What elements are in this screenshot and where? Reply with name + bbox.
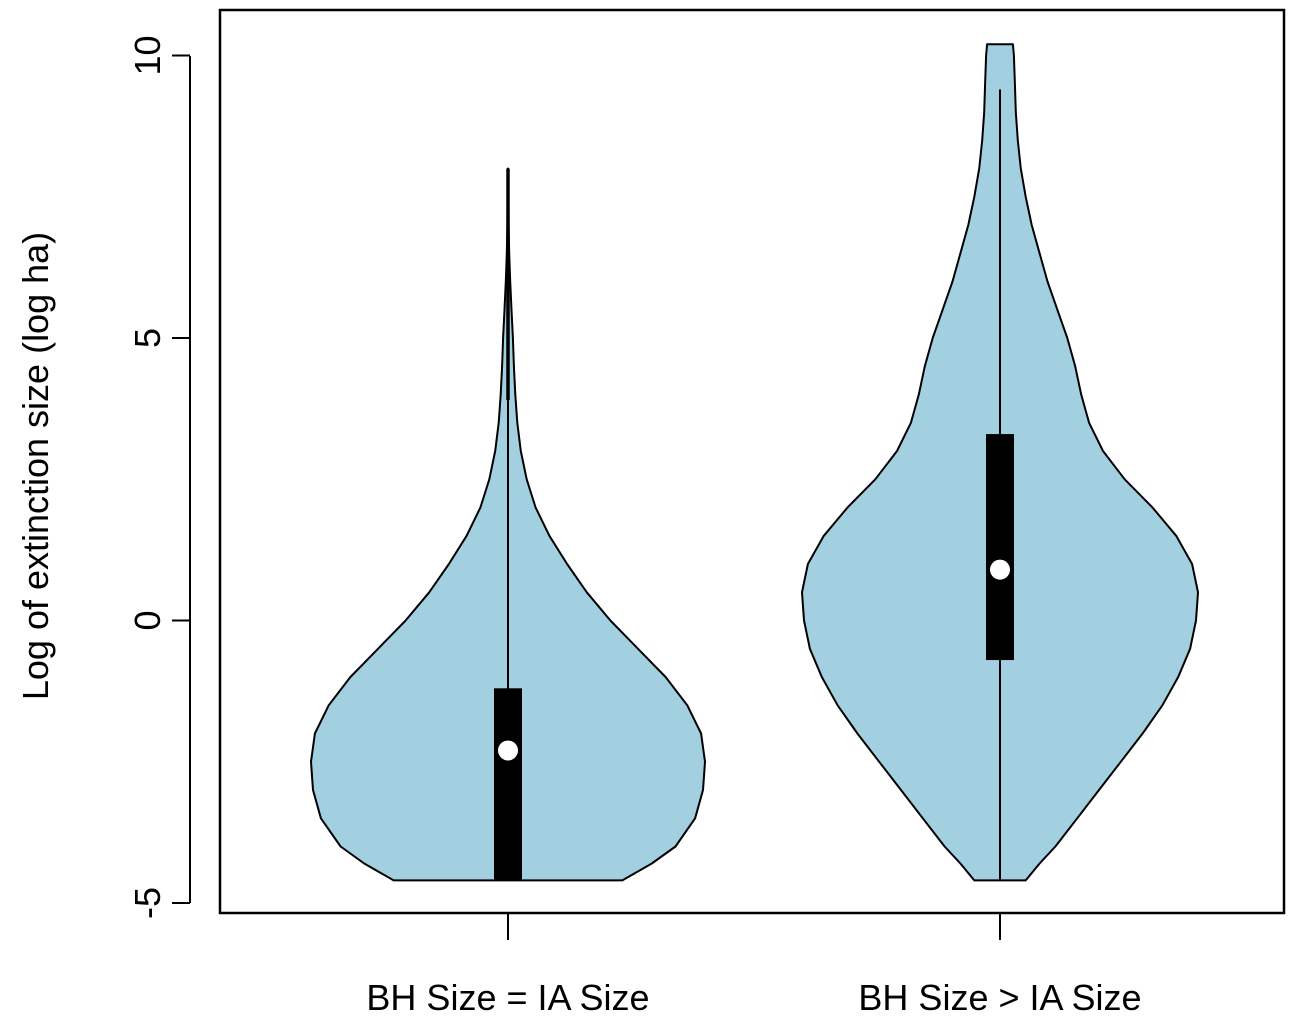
violin-iqr-box (494, 688, 522, 881)
plot-frame (218, 8, 1286, 915)
y-tick-label: 5 (127, 328, 168, 348)
violin-median-dot (990, 559, 1010, 580)
x-tick-label: BH Size > IA Size (858, 977, 1141, 1016)
y-axis-ticks: -5 0 5 10 (127, 35, 190, 919)
violin-iqr-box (986, 434, 1014, 661)
y-tick-label: 10 (127, 35, 168, 75)
x-axis-ticks: BH Size = IA Size BH Size > IA Size (366, 913, 1142, 1016)
x-tick-label: BH Size = IA Size (366, 977, 649, 1016)
y-tick-label: 0 (127, 610, 168, 630)
violin-median-dot (498, 740, 518, 761)
y-tick-label: -5 (127, 887, 168, 919)
violins-layer (310, 43, 1199, 882)
y-axis-label: Log of extinction size (log ha) (15, 232, 56, 700)
